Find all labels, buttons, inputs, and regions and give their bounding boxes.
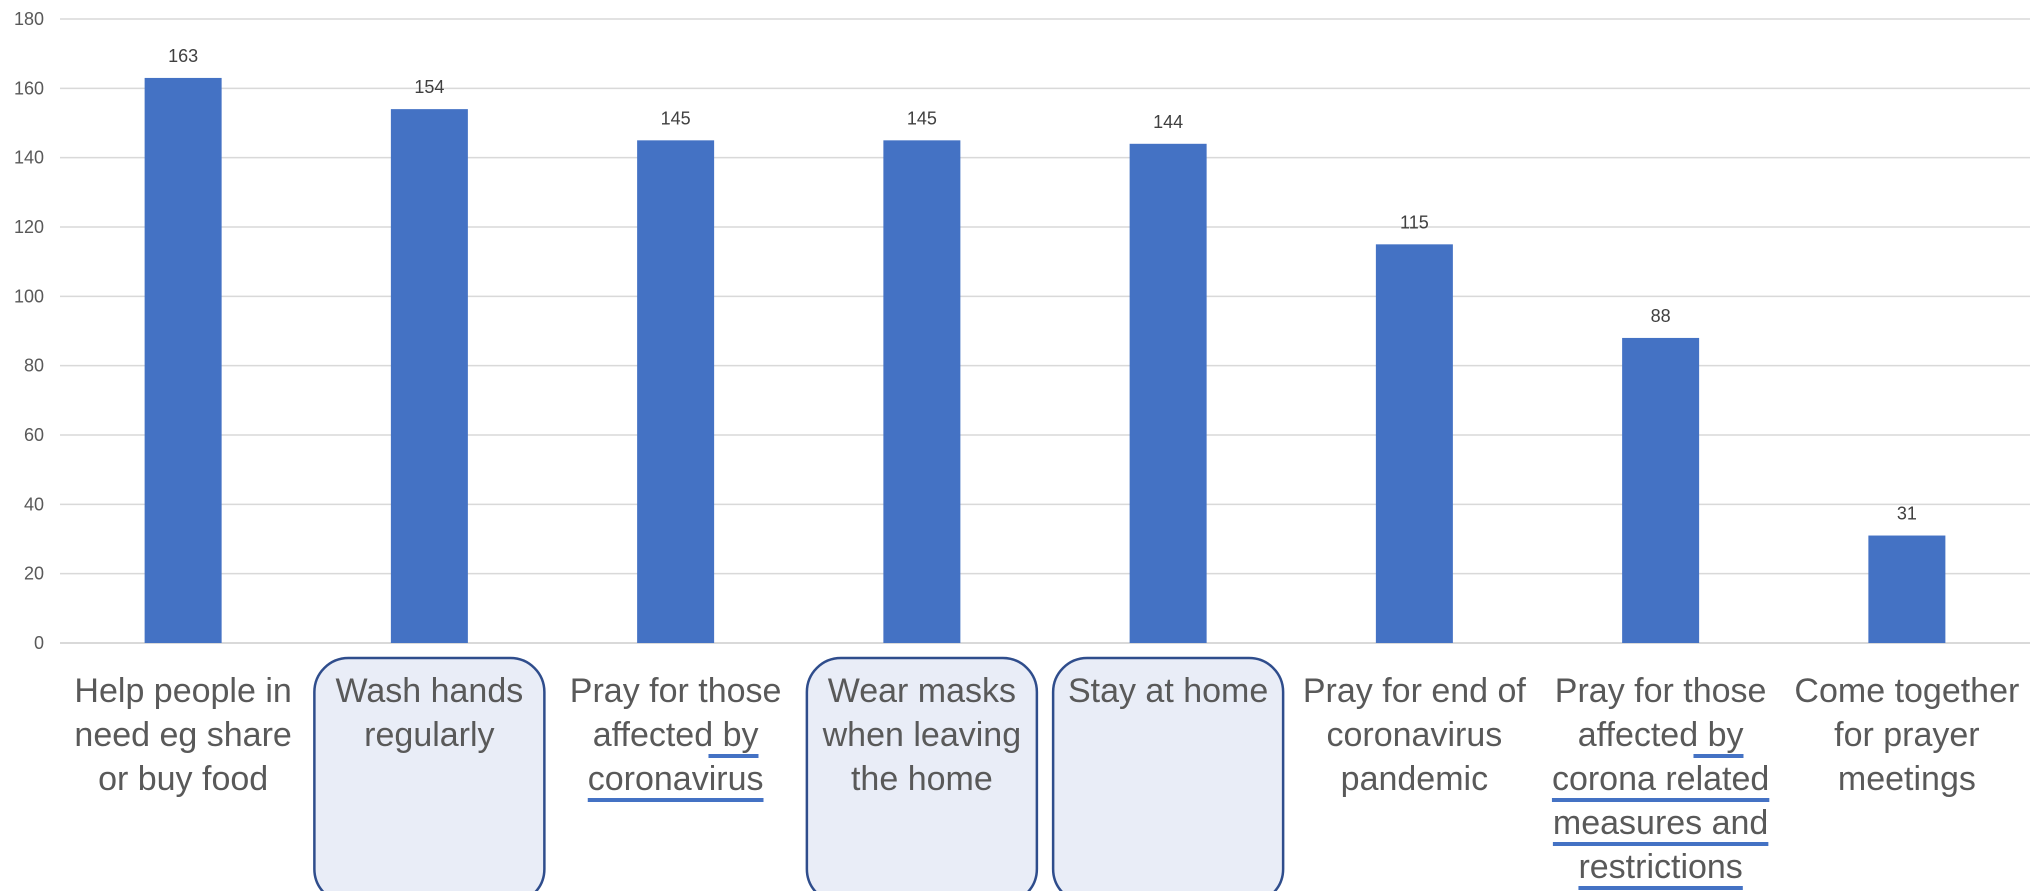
y-tick-label: 160 — [14, 78, 44, 98]
category-label: measures and — [1553, 804, 1768, 842]
data-label: 31 — [1897, 504, 1917, 524]
bar — [144, 77, 222, 643]
category-label: pandemic — [1341, 760, 1488, 798]
category-highlight-box — [1051, 656, 1285, 891]
y-tick-label: 140 — [14, 148, 44, 168]
data-labels: 163 154 145 145 144 115 88 31 — [168, 46, 1917, 524]
grid-layer — [60, 18, 2030, 644]
category-label: Come together — [1794, 672, 2019, 710]
underline-layer — [587, 754, 1770, 890]
data-label: 154 — [414, 77, 444, 97]
y-tick-label: 180 — [14, 9, 44, 29]
bars — [144, 77, 1946, 644]
category-label: the home — [851, 760, 993, 798]
category-label: Help people in — [74, 672, 291, 710]
highlight-layer — [313, 656, 1285, 891]
category-label: regularly — [364, 716, 494, 754]
y-tick-label: 120 — [14, 217, 44, 237]
y-axis-ticks: 0 20 40 60 80 100 120 140 160 180 — [14, 9, 44, 653]
category-label: Stay at home — [1068, 672, 1268, 710]
category-label: or buy food — [98, 760, 268, 798]
category-label: affected by — [593, 716, 759, 754]
category-label: need eg share — [74, 716, 291, 754]
category-label: Pray for those — [570, 672, 782, 710]
y-tick-label: 40 — [24, 494, 44, 514]
data-label: 144 — [1153, 112, 1183, 132]
category-label: corona related — [1552, 760, 1769, 798]
y-tick-label: 20 — [24, 564, 44, 584]
data-label: 88 — [1651, 306, 1671, 326]
category-label: affected by — [1578, 716, 1744, 754]
data-label: 115 — [1400, 212, 1429, 232]
bar — [1129, 143, 1207, 644]
category-highlight-box — [805, 656, 1039, 891]
category-label: coronavirus — [1327, 716, 1503, 754]
category-label: Pray for those — [1555, 672, 1767, 710]
bar — [1622, 337, 1700, 643]
category-label: when leaving — [822, 716, 1021, 754]
category-label: Wash hands — [336, 672, 524, 710]
bar — [637, 140, 715, 644]
y-tick-label: 80 — [24, 356, 44, 376]
bar — [1375, 244, 1453, 644]
y-tick-label: 100 — [14, 286, 44, 306]
category-labels: Help people in need eg share or buy food Wa… — [74, 672, 2019, 886]
y-tick-label: 60 — [24, 425, 44, 445]
category-highlight-box — [313, 656, 546, 891]
bar — [390, 109, 468, 644]
category-label: Wear masks — [828, 672, 1016, 710]
data-label: 163 — [168, 46, 198, 66]
bar — [1868, 535, 1946, 643]
category-label: coronavirus — [588, 760, 764, 798]
category-label: restrictions — [1578, 848, 1742, 886]
data-label: 145 — [661, 108, 691, 128]
data-label: 145 — [907, 108, 937, 128]
category-label: Pray for end of — [1303, 672, 1527, 710]
bar — [883, 140, 961, 644]
category-label: meetings — [1838, 760, 1976, 798]
category-label: for prayer — [1834, 716, 1980, 754]
y-tick-label: 0 — [34, 633, 44, 653]
